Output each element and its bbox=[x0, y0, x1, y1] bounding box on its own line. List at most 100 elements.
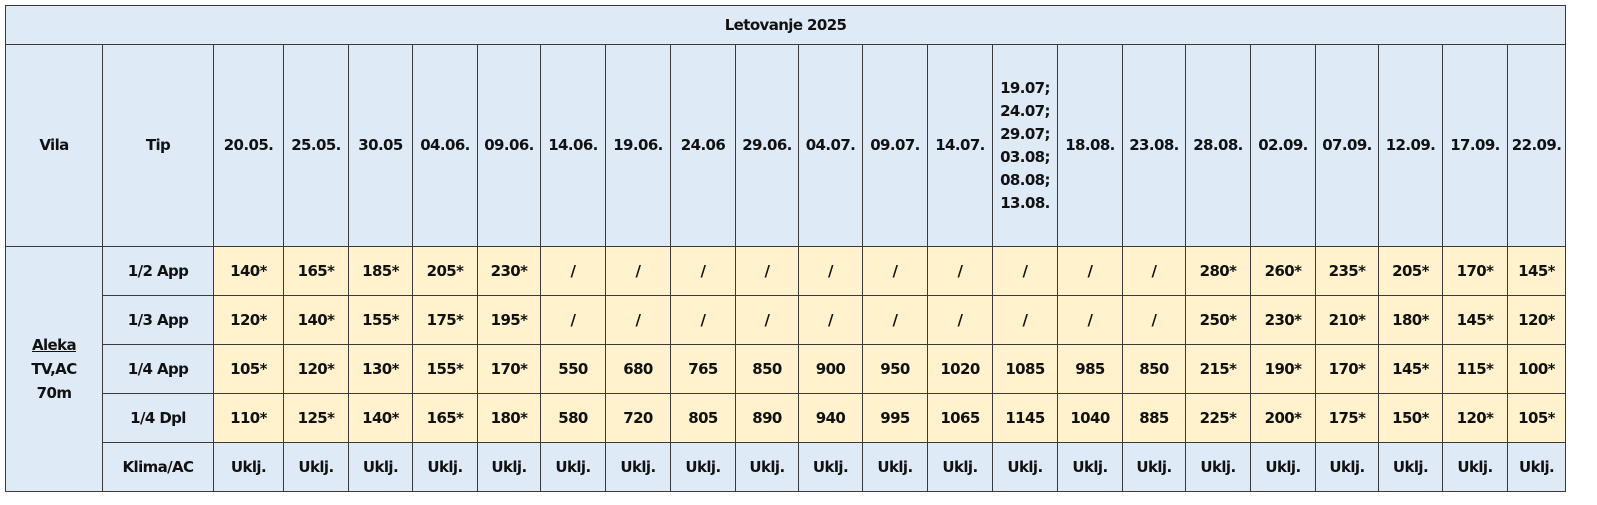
price-cell: 985 bbox=[1057, 344, 1123, 394]
vila-features: TV,AC bbox=[31, 360, 77, 378]
header-cell: 18.08. bbox=[1057, 44, 1123, 247]
price-cell: Uklj. bbox=[1378, 442, 1443, 492]
title-row: Letovanje 2025 bbox=[4, 5, 1567, 45]
price-cell: Uklj. bbox=[540, 442, 606, 492]
price-cell: 230* bbox=[477, 246, 541, 296]
price-cell: 1020 bbox=[927, 344, 993, 394]
price-cell: 145* bbox=[1442, 295, 1508, 345]
price-cell: Uklj. bbox=[927, 442, 993, 492]
price-cell: 890 bbox=[735, 393, 799, 443]
price-cell: / bbox=[1057, 295, 1123, 345]
price-cell: 170* bbox=[477, 344, 541, 394]
price-cell: Uklj. bbox=[735, 442, 799, 492]
price-cell: Uklj. bbox=[862, 442, 928, 492]
price-cell: Uklj. bbox=[1315, 442, 1379, 492]
vila-name-text: Aleka bbox=[31, 336, 77, 354]
price-cell: 1145 bbox=[992, 393, 1058, 443]
price-cell: / bbox=[1057, 246, 1123, 296]
vila-name: Aleka bbox=[7, 333, 102, 357]
price-cell: 680 bbox=[605, 344, 671, 394]
header-cell: 14.07. bbox=[927, 44, 993, 247]
price-cell: 1085 bbox=[992, 344, 1058, 394]
price-cell: / bbox=[670, 246, 736, 296]
price-cell: / bbox=[927, 295, 993, 345]
price-cell: 950 bbox=[862, 344, 928, 394]
header-cell: 22.09. bbox=[1506, 44, 1567, 247]
price-cell: 115* bbox=[1442, 344, 1508, 394]
price-cell: 140* bbox=[348, 393, 413, 443]
data-row: 1/3 App 120* 140* 155* 175* 195* / / / / / / / / //250… bbox=[6, 295, 1567, 345]
header-cell: 09.07. bbox=[862, 44, 928, 247]
price-cell: Uklj. bbox=[412, 442, 478, 492]
table-title: Letovanje 2025 bbox=[4, 5, 1567, 45]
price-table: Letovanje 2025 Vila Tip 20.05. 25.05. 30.05 04… bbox=[4, 5, 1567, 492]
price-cell: 995 bbox=[862, 393, 928, 443]
header-cell: 04.06. bbox=[412, 44, 478, 247]
price-cell: 850 bbox=[1122, 344, 1186, 394]
price-cell: / bbox=[992, 246, 1058, 296]
header-cell: 09.06. bbox=[477, 44, 541, 247]
price-cell: Uklj. bbox=[213, 442, 284, 492]
price-cell: 205* bbox=[412, 246, 478, 296]
header-cell: 04.07. bbox=[798, 44, 863, 247]
price-cell: Uklj. bbox=[1442, 442, 1508, 492]
header-cell: 02.09. bbox=[1250, 44, 1316, 247]
tip-cell: 1/3 App bbox=[102, 295, 214, 345]
header-cell: 19.06. bbox=[605, 44, 671, 247]
price-cell: 105* bbox=[1506, 393, 1567, 443]
price-cell: / bbox=[798, 295, 863, 345]
price-cell: Uklj. bbox=[1250, 442, 1316, 492]
price-cell: Uklj. bbox=[1122, 442, 1186, 492]
data-row: 1/4 Dpl 110* 125* 140* 165* 180* 580 720 805 890 9… bbox=[6, 393, 1567, 443]
header-cell: 19.07; 24.07; 29.07; 03.08; 08.08; 13.08… bbox=[992, 44, 1058, 247]
header-cell: 24.06 bbox=[670, 44, 736, 247]
price-cell: 190* bbox=[1250, 344, 1316, 394]
price-cell: 170* bbox=[1442, 246, 1508, 296]
price-cell: / bbox=[1122, 246, 1186, 296]
price-cell: / bbox=[605, 246, 671, 296]
price-cell: 205* bbox=[1378, 246, 1443, 296]
price-cell: 215* bbox=[1185, 344, 1251, 394]
data-row: Klima/AC Uklj. Uklj. Uklj. Uklj. Uklj. Uklj. Uk… bbox=[6, 442, 1567, 492]
price-cell: 165* bbox=[283, 246, 349, 296]
price-cell: / bbox=[798, 246, 863, 296]
price-cell: 550 bbox=[540, 344, 606, 394]
price-cell: Uklj. bbox=[798, 442, 863, 492]
price-cell: / bbox=[735, 246, 799, 296]
header-cell: 28.08. bbox=[1185, 44, 1251, 247]
price-cell: 200* bbox=[1250, 393, 1316, 443]
price-cell: 580 bbox=[540, 393, 606, 443]
header-cell: Vila bbox=[5, 44, 103, 247]
price-cell: 260* bbox=[1250, 246, 1316, 296]
price-cell: / bbox=[735, 295, 799, 345]
price-cell: Uklj. bbox=[283, 442, 349, 492]
price-cell: 850 bbox=[735, 344, 799, 394]
price-cell: Uklj. bbox=[670, 442, 736, 492]
header-cell: 25.05. bbox=[283, 44, 349, 247]
price-cell: 185* bbox=[348, 246, 413, 296]
price-cell: 280* bbox=[1185, 246, 1251, 296]
header-cell: 07.09. bbox=[1315, 44, 1379, 247]
header-cell: 29.06. bbox=[735, 44, 799, 247]
header-cell: 17.09. bbox=[1442, 44, 1508, 247]
price-cell: 900 bbox=[798, 344, 863, 394]
tip-cell: 1/4 App bbox=[102, 344, 214, 394]
price-cell: Uklj. bbox=[1185, 442, 1251, 492]
price-cell: / bbox=[605, 295, 671, 345]
price-cell: Uklj. bbox=[992, 442, 1058, 492]
price-cell: 885 bbox=[1122, 393, 1186, 443]
price-cell: 175* bbox=[412, 295, 478, 345]
price-cell: 120* bbox=[1506, 295, 1567, 345]
price-cell: / bbox=[862, 295, 928, 345]
price-cell: Uklj. bbox=[477, 442, 541, 492]
price-cell: 125* bbox=[283, 393, 349, 443]
price-cell: 145* bbox=[1378, 344, 1443, 394]
price-cell: 145* bbox=[1506, 246, 1567, 296]
price-cell: 180* bbox=[477, 393, 541, 443]
price-cell: / bbox=[992, 295, 1058, 345]
price-cell: 140* bbox=[283, 295, 349, 345]
price-cell: Uklj. bbox=[348, 442, 413, 492]
price-cell: 195* bbox=[477, 295, 541, 345]
vila-size: 70m bbox=[36, 384, 72, 402]
